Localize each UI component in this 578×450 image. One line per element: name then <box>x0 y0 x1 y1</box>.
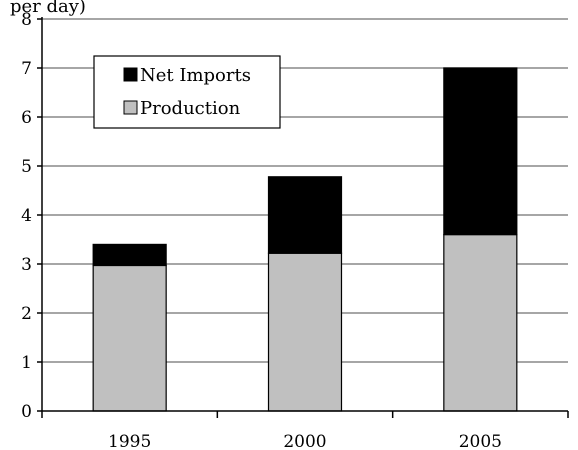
y-tick-label: 1 <box>21 353 32 373</box>
x-tick-label: 1995 <box>108 432 151 450</box>
legend-label: Production <box>140 98 241 119</box>
legend-swatch <box>123 67 138 82</box>
x-tick-label: 2000 <box>283 432 326 450</box>
y-tick-label: 0 <box>21 402 32 422</box>
y-tick-labels: 0 1 2 3 4 5 6 7 8 <box>21 10 32 422</box>
bar-net-imports <box>443 67 518 236</box>
bar-production <box>443 234 518 412</box>
legend-swatch <box>123 100 138 115</box>
x-tick-labels: 1995 2000 2005 <box>108 432 502 450</box>
legend-label: Net Imports <box>140 65 251 86</box>
bar-production <box>92 264 167 412</box>
y-tick-label: 8 <box>21 10 32 30</box>
y-tick-label: 5 <box>21 157 32 177</box>
y-tick-label: 3 <box>21 255 32 275</box>
bars <box>92 67 518 412</box>
y-axis-label: per day) <box>10 0 86 17</box>
bar-production <box>267 252 343 412</box>
y-tick-label: 2 <box>21 304 32 324</box>
bar-net-imports <box>267 176 343 254</box>
y-tick-label: 4 <box>21 206 32 226</box>
y-tick-label: 7 <box>21 59 32 79</box>
y-tick-label: 6 <box>21 108 32 128</box>
legend: Net Imports Production <box>93 55 281 129</box>
axes <box>37 17 569 418</box>
x-tick-label: 2005 <box>459 432 502 450</box>
bar-net-imports <box>92 243 167 267</box>
